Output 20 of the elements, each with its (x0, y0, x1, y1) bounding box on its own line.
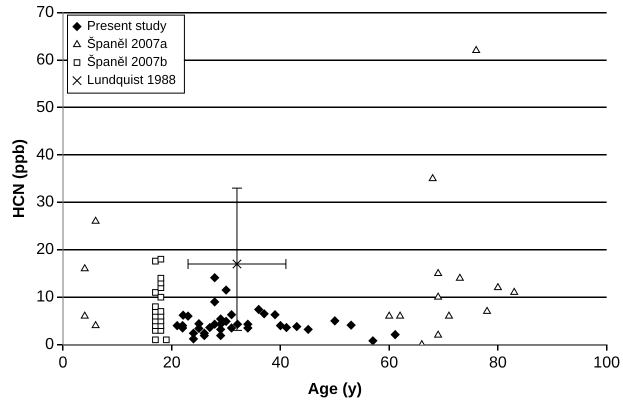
legend-label: Present study (86, 18, 167, 34)
y-tick-label: 70 (36, 4, 54, 22)
legend-label: Lundquist 1988 (86, 72, 176, 88)
y-tick-label: 60 (36, 51, 54, 68)
y-tick-label: 30 (36, 194, 54, 211)
legend-label: Španěl 2007a (86, 36, 168, 52)
y-tick-label: 20 (36, 241, 54, 258)
legend-label: Španěl 2007b (86, 54, 168, 70)
x-axis-title: Age (y) (308, 380, 362, 398)
x-tick-label: 80 (489, 354, 507, 372)
y-axis-title: HCN (ppb) (11, 139, 28, 218)
x-tick-label: 60 (380, 354, 398, 372)
x-tick-label: 0 (58, 354, 68, 372)
x-tick-label: 100 (593, 354, 620, 372)
y-tick-label: 10 (36, 288, 54, 306)
y-tick-label: 40 (36, 146, 54, 164)
y-tick-label: 50 (36, 98, 54, 116)
x-tick-label: 40 (272, 354, 290, 372)
x-tick-label: 20 (162, 354, 181, 372)
y-tick-label: 0 (45, 336, 54, 354)
